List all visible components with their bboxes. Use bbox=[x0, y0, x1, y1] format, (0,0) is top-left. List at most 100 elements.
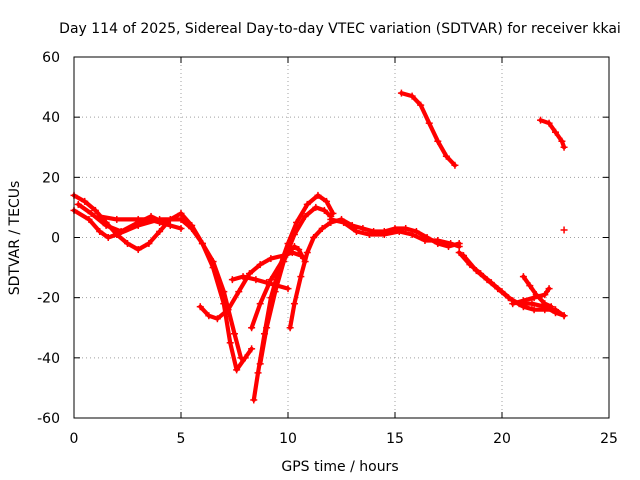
x-tick-label: 5 bbox=[177, 431, 186, 447]
x-tick-label: 25 bbox=[600, 431, 618, 447]
data-point bbox=[455, 243, 463, 251]
series-isolated-point bbox=[560, 226, 568, 234]
data-point bbox=[509, 300, 517, 308]
data-point bbox=[530, 306, 538, 314]
data-point bbox=[250, 396, 258, 404]
data-point bbox=[252, 276, 260, 284]
data-point bbox=[545, 119, 553, 127]
data-point bbox=[226, 339, 234, 347]
data-point bbox=[96, 212, 104, 220]
data-point bbox=[451, 161, 459, 169]
data-point bbox=[233, 366, 241, 374]
data-point bbox=[85, 215, 93, 223]
data-point bbox=[537, 116, 545, 124]
data-point bbox=[526, 282, 534, 290]
data-point bbox=[397, 89, 405, 97]
data-point bbox=[209, 258, 217, 266]
data-point bbox=[220, 288, 228, 296]
data-point bbox=[552, 309, 559, 317]
data-point bbox=[124, 240, 131, 248]
data-point bbox=[532, 291, 540, 299]
data-point bbox=[447, 240, 455, 248]
series-track-4 bbox=[96, 212, 185, 232]
data-point bbox=[552, 128, 559, 136]
series-track-17 bbox=[537, 116, 568, 151]
data-point bbox=[408, 92, 416, 100]
series-track-3 bbox=[74, 200, 168, 235]
data-point bbox=[290, 230, 298, 238]
data-point bbox=[113, 215, 121, 223]
data-point bbox=[558, 137, 566, 145]
x-tick-label: 20 bbox=[493, 431, 511, 447]
data-point bbox=[239, 273, 247, 281]
data-point bbox=[188, 224, 196, 232]
data-point bbox=[547, 303, 555, 311]
data-point bbox=[303, 200, 311, 208]
data-point bbox=[312, 203, 320, 211]
data-point bbox=[237, 354, 245, 362]
data-point bbox=[301, 212, 309, 220]
y-axis-label: SDTVAR / TECUs bbox=[7, 181, 23, 296]
data-point bbox=[213, 315, 221, 323]
data-point bbox=[248, 324, 256, 332]
series-line bbox=[251, 193, 335, 402]
data-point bbox=[320, 206, 328, 214]
data-point bbox=[541, 300, 549, 308]
data-point bbox=[87, 209, 95, 217]
data-point bbox=[145, 240, 153, 248]
data-point bbox=[318, 224, 326, 232]
data-point bbox=[459, 252, 467, 260]
data-point bbox=[359, 224, 367, 232]
data-point bbox=[256, 261, 264, 269]
data-point bbox=[254, 369, 262, 377]
data-point bbox=[145, 215, 153, 223]
data-point bbox=[256, 300, 264, 308]
data-point bbox=[560, 226, 568, 234]
data-point bbox=[263, 324, 271, 332]
data-point bbox=[380, 230, 388, 238]
data-point bbox=[286, 324, 294, 332]
data-point bbox=[472, 267, 480, 275]
data-point bbox=[245, 270, 253, 278]
data-point bbox=[519, 297, 527, 305]
data-point bbox=[104, 234, 112, 241]
data-series bbox=[70, 89, 568, 404]
data-point bbox=[434, 137, 442, 145]
series-line bbox=[538, 118, 567, 150]
data-point bbox=[271, 288, 279, 296]
x-axis-label: GPS time / hours bbox=[281, 459, 398, 475]
series-track-11 bbox=[327, 215, 463, 251]
data-point bbox=[303, 249, 311, 257]
x-tick-label: 0 bbox=[70, 431, 79, 447]
data-point bbox=[228, 276, 236, 284]
data-point bbox=[402, 224, 410, 232]
data-point bbox=[284, 285, 292, 293]
data-point bbox=[528, 300, 536, 308]
series-track-16 bbox=[519, 273, 555, 311]
data-point bbox=[310, 234, 318, 241]
series-track-12 bbox=[397, 89, 459, 169]
data-point bbox=[494, 285, 502, 293]
data-point bbox=[156, 218, 164, 226]
data-point bbox=[560, 143, 568, 151]
data-point bbox=[290, 243, 298, 251]
series-track-2 bbox=[70, 206, 245, 362]
data-point bbox=[417, 101, 425, 109]
data-point bbox=[541, 291, 549, 299]
series-track-9 bbox=[248, 243, 309, 332]
series-line bbox=[461, 253, 567, 318]
data-point bbox=[323, 197, 331, 205]
data-point bbox=[290, 300, 298, 308]
data-point bbox=[560, 312, 568, 320]
y-tick-label: 0 bbox=[51, 231, 60, 247]
data-point bbox=[483, 276, 491, 284]
y-tick-label: 40 bbox=[42, 110, 60, 126]
data-point bbox=[504, 294, 512, 302]
chart-title: Day 114 of 2025, Sidereal Day-to-day VTE… bbox=[59, 21, 621, 37]
data-point bbox=[425, 119, 433, 127]
y-tick-label: -20 bbox=[37, 291, 60, 307]
data-point bbox=[177, 224, 185, 232]
series-track-10 bbox=[286, 215, 463, 332]
series-line bbox=[71, 208, 243, 360]
data-point bbox=[293, 218, 301, 226]
